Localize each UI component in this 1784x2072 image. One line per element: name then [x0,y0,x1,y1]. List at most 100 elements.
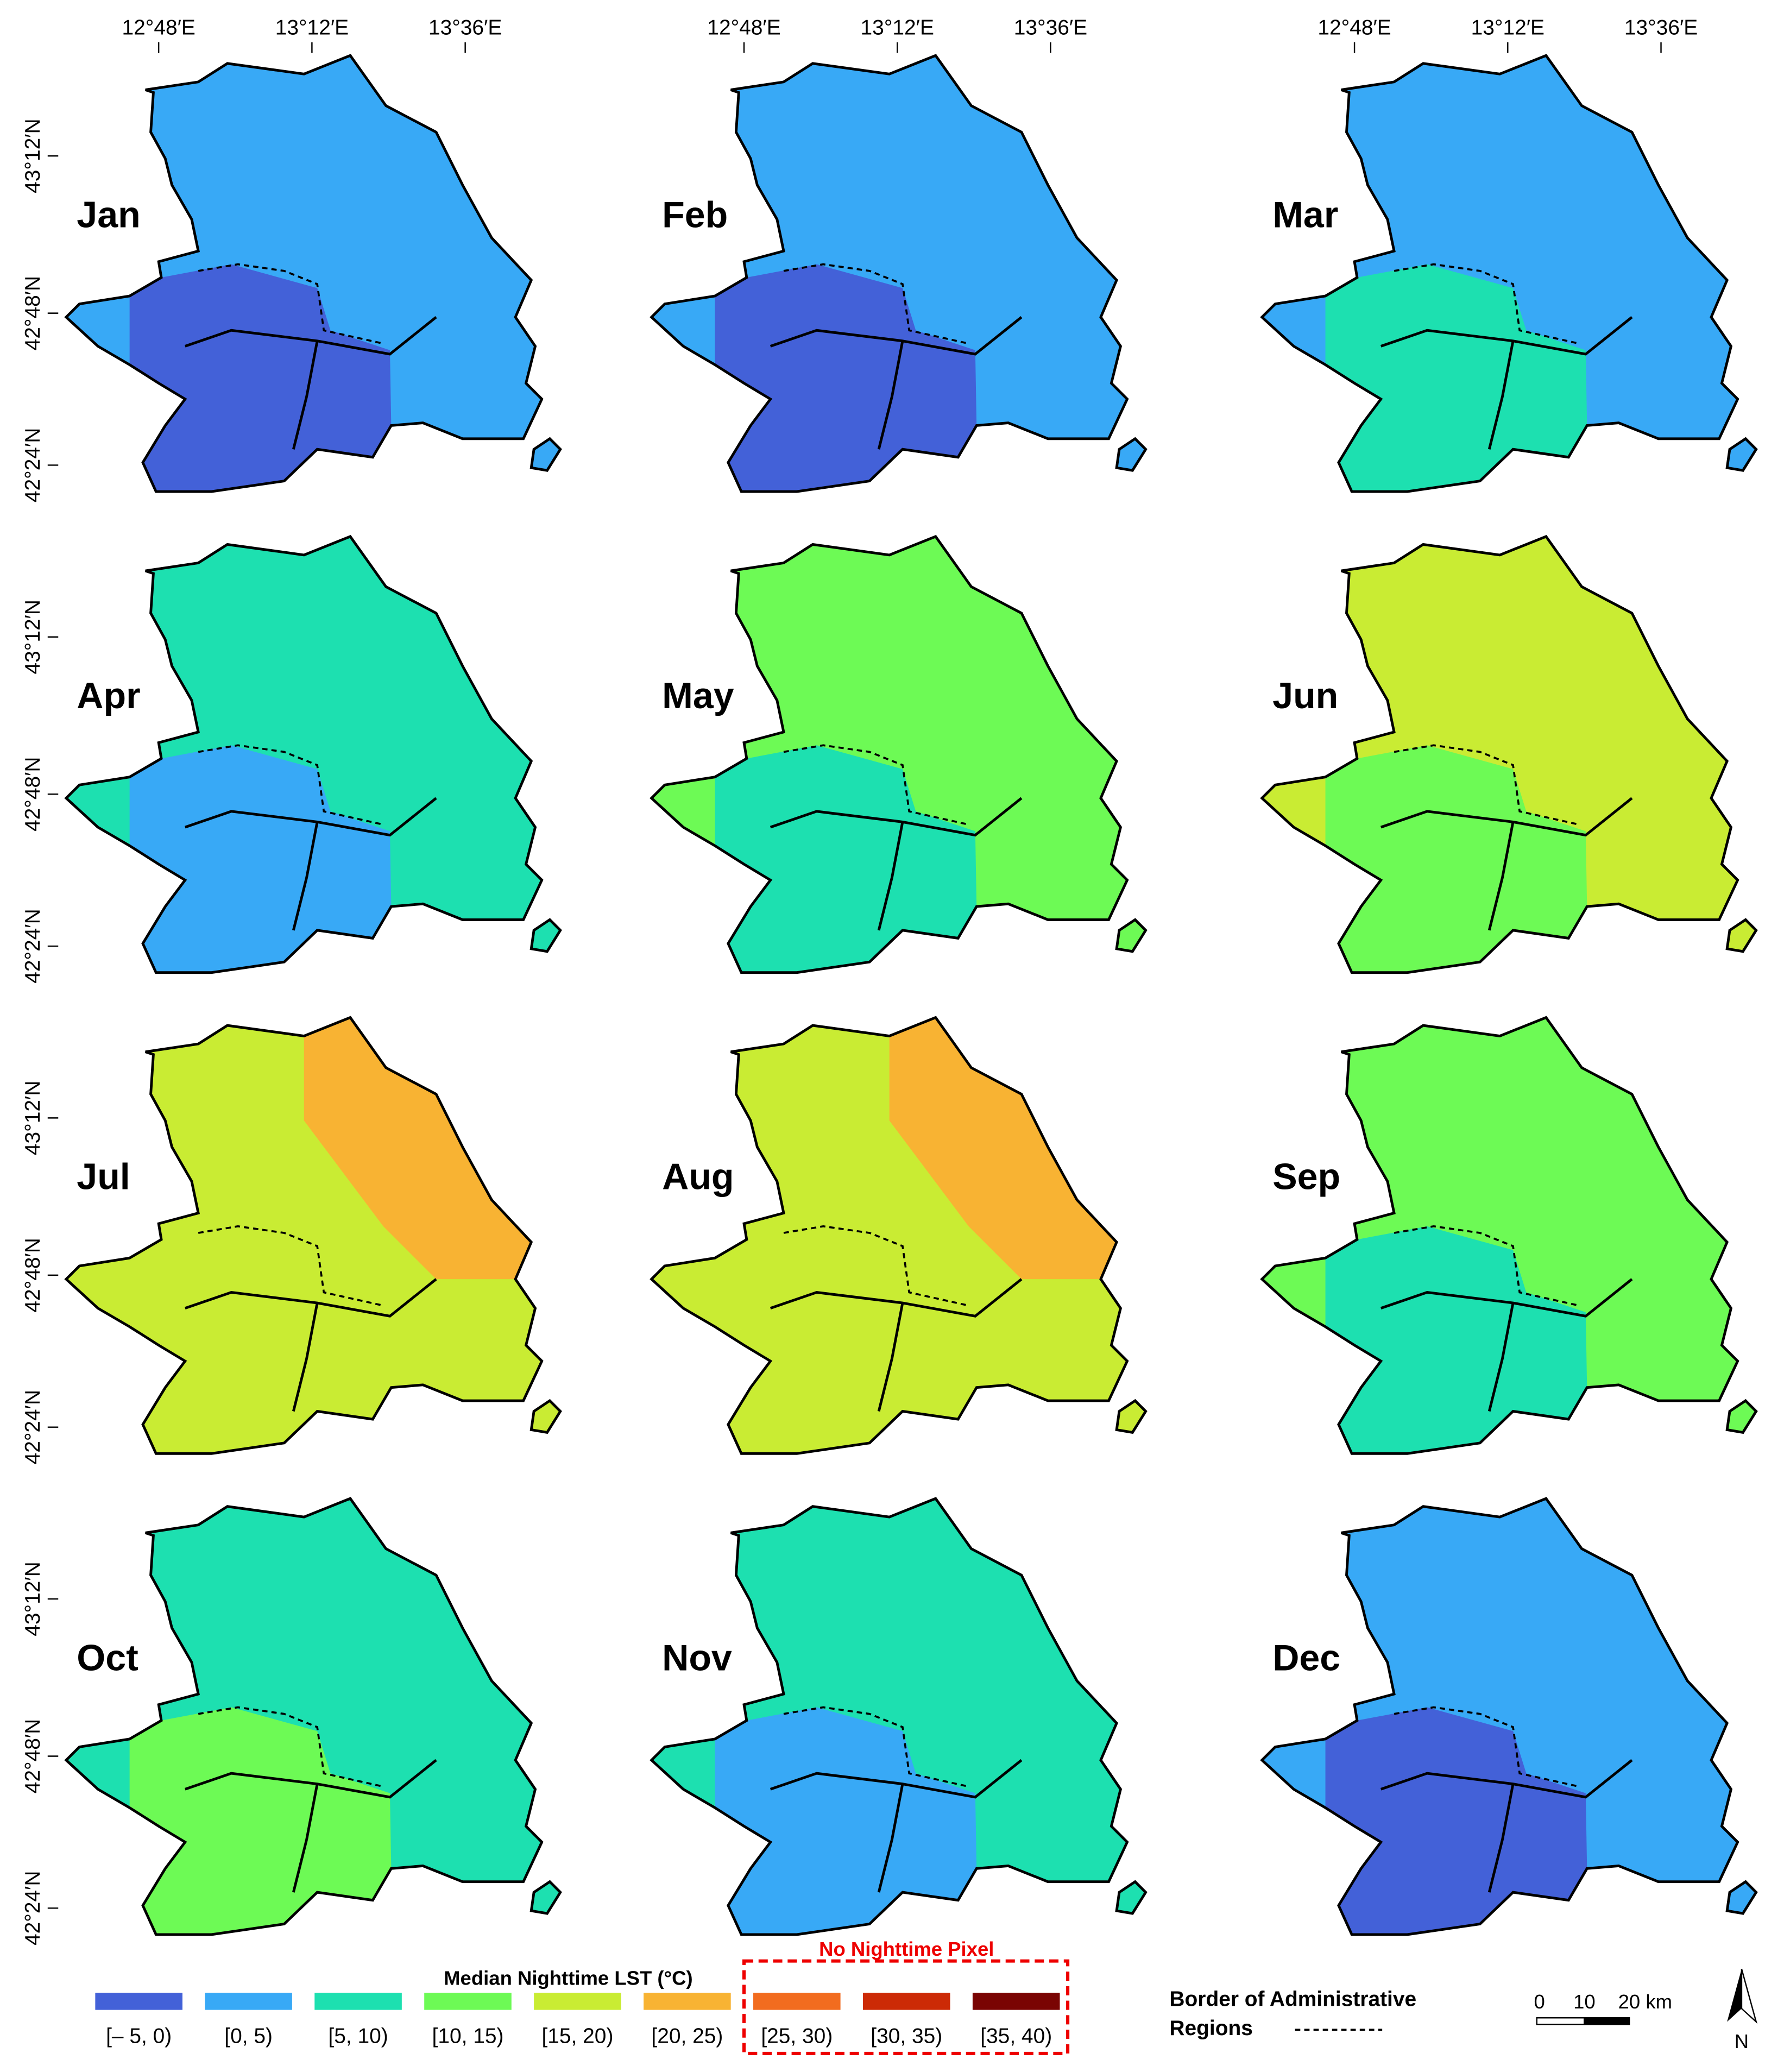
month-label: Dec [1272,1637,1340,1678]
scale-label: 0 [1534,1991,1545,2013]
lat-label: 42°48′N [21,1238,45,1313]
island [1725,437,1758,472]
island [529,437,562,472]
map-panel: Sep [1260,1016,1758,1455]
scale-bar [1584,2017,1630,2025]
lat-label: 42°24′N [21,909,45,984]
legend-label: [25, 30) [761,2024,833,2048]
map-panel: Mar [1260,54,1758,493]
map-grid: Jan Feb Mar Apr May Jun Jul Aug Sep Oct Nov Dec [64,54,1758,1936]
lon-label: 12°48′E [122,16,195,39]
map-panel: Jul [64,1016,562,1455]
lat-label: 42°24′N [21,428,45,503]
lat-label: 43°12′N [21,600,45,675]
map-outline [1260,54,1739,493]
scale-label: 20 km [1618,1991,1672,2013]
month-label: Aug [662,1156,734,1198]
lon-label: 12°48′E [707,16,780,39]
map-panel: Aug [650,1016,1148,1455]
lat-label: 42°24′N [21,1390,45,1465]
legend-label: [– 5, 0) [106,2024,172,2048]
island [1115,1880,1148,1915]
admin-border [1380,316,1633,450]
legend-swatch [862,1993,950,2010]
admin-border-dashed [198,744,384,826]
legend-swatch [534,1993,621,2010]
lat-label: 43°12′N [21,1561,45,1636]
no-pixel-box [742,1959,1070,2055]
admin-border-dashed [783,744,969,826]
map-outline [1260,534,1739,974]
map-zone [889,1017,1117,1280]
scale-label: 10 [1573,1991,1596,2013]
admin-border [1380,1278,1633,1412]
map-panel: Nov [650,1497,1148,1936]
island [1115,437,1148,472]
lat-label: 42°48′N [21,276,45,351]
map-panel: Apr [64,534,562,974]
map-outline [64,1016,544,1455]
admin-border [770,797,1023,931]
map-outline [650,1497,1129,1936]
lat-label: 42°24′N [21,1871,45,1946]
legend-swatch [972,1993,1060,2010]
month-label: Jul [77,1156,130,1198]
legend: Median Nighttime LST (°C) No Nighttime P… [95,1938,1757,2055]
map-zone [715,264,977,492]
legend-label: [20, 25) [651,2024,723,2048]
admin-border [185,316,437,450]
admin-border-dashed [198,263,384,345]
admin-border-dashed [783,263,969,345]
legend-swatch [314,1993,402,2010]
admin-border-dashed [198,1706,384,1788]
map-panel: May [650,534,1148,974]
month-label: Oct [77,1637,138,1678]
north-label: N [1735,2030,1749,2052]
map-outline [64,1497,544,1936]
admin-border [185,1759,437,1893]
legend-swatch [644,1993,731,2010]
island [529,1399,562,1434]
map-outline [650,1016,1129,1455]
admin-border-dashed [1394,1225,1580,1307]
island [529,1880,562,1915]
month-label: Apr [77,675,140,716]
admin-border-dashed [1394,744,1580,826]
admin-border [185,1278,437,1412]
map-zone [1325,745,1587,973]
map-outline [1260,1497,1739,1936]
month-label: Mar [1272,194,1338,235]
month-label: Nov [662,1637,732,1678]
legend-swatch [424,1993,512,2010]
lon-label: 13°36′E [428,16,502,39]
admin-border-dashed [1394,1706,1580,1788]
month-label: May [662,675,734,716]
lat-label: 42°48′N [21,757,45,832]
lon-label: 13°12′E [861,16,934,39]
legend-title: Median Nighttime LST (°C) [444,1967,692,1989]
island [1725,918,1758,953]
legend-label: [15, 20) [541,2024,613,2048]
map-panel: Oct [64,1497,562,1936]
legend-label: [5, 10) [328,2024,388,2048]
legend-swatch [205,1993,292,2010]
admin-border-dashed [1394,263,1580,345]
legend-swatch [95,1993,182,2010]
admin-border-dashed [198,1225,384,1307]
island [529,918,562,953]
no-pixel-label: No Nighttime Pixel [819,1938,994,1960]
admin-border [185,797,437,931]
island [1115,1399,1148,1434]
lat-label: 43°12′N [21,1081,45,1156]
legend-label: [10, 15) [432,2024,504,2048]
map-zone [129,264,392,492]
map-outline [650,534,1129,974]
map-panel: Feb [650,54,1148,493]
month-label: Sep [1272,1156,1340,1198]
island [1115,918,1148,953]
lon-label: 13°36′E [1014,16,1087,39]
admin-border [770,1759,1023,1893]
admin-border-dashed [783,1225,969,1307]
lon-label: 13°12′E [275,16,349,39]
